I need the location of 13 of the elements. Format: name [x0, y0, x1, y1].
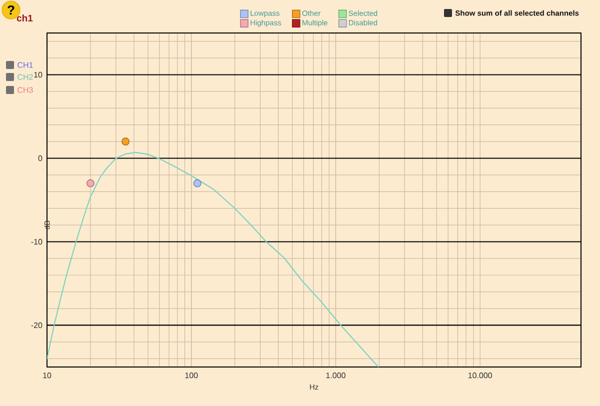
y-tick-label: 10	[34, 72, 42, 78]
y-tick-label: -10	[31, 238, 42, 245]
chart-title: ch1	[16, 14, 33, 22]
x-tick-label: 100	[185, 372, 198, 378]
x-tick-label: 1.000	[326, 372, 346, 378]
text: ?	[8, 5, 14, 15]
text: CH1	[18, 62, 33, 68]
y-tick-label: 0	[38, 155, 42, 162]
text: CH2	[18, 74, 33, 80]
text: CH3	[18, 87, 33, 93]
y-tick-label: -20	[31, 322, 42, 328]
x-tick-label: 10.000	[468, 372, 492, 378]
x-tick-label: 10	[43, 372, 52, 378]
